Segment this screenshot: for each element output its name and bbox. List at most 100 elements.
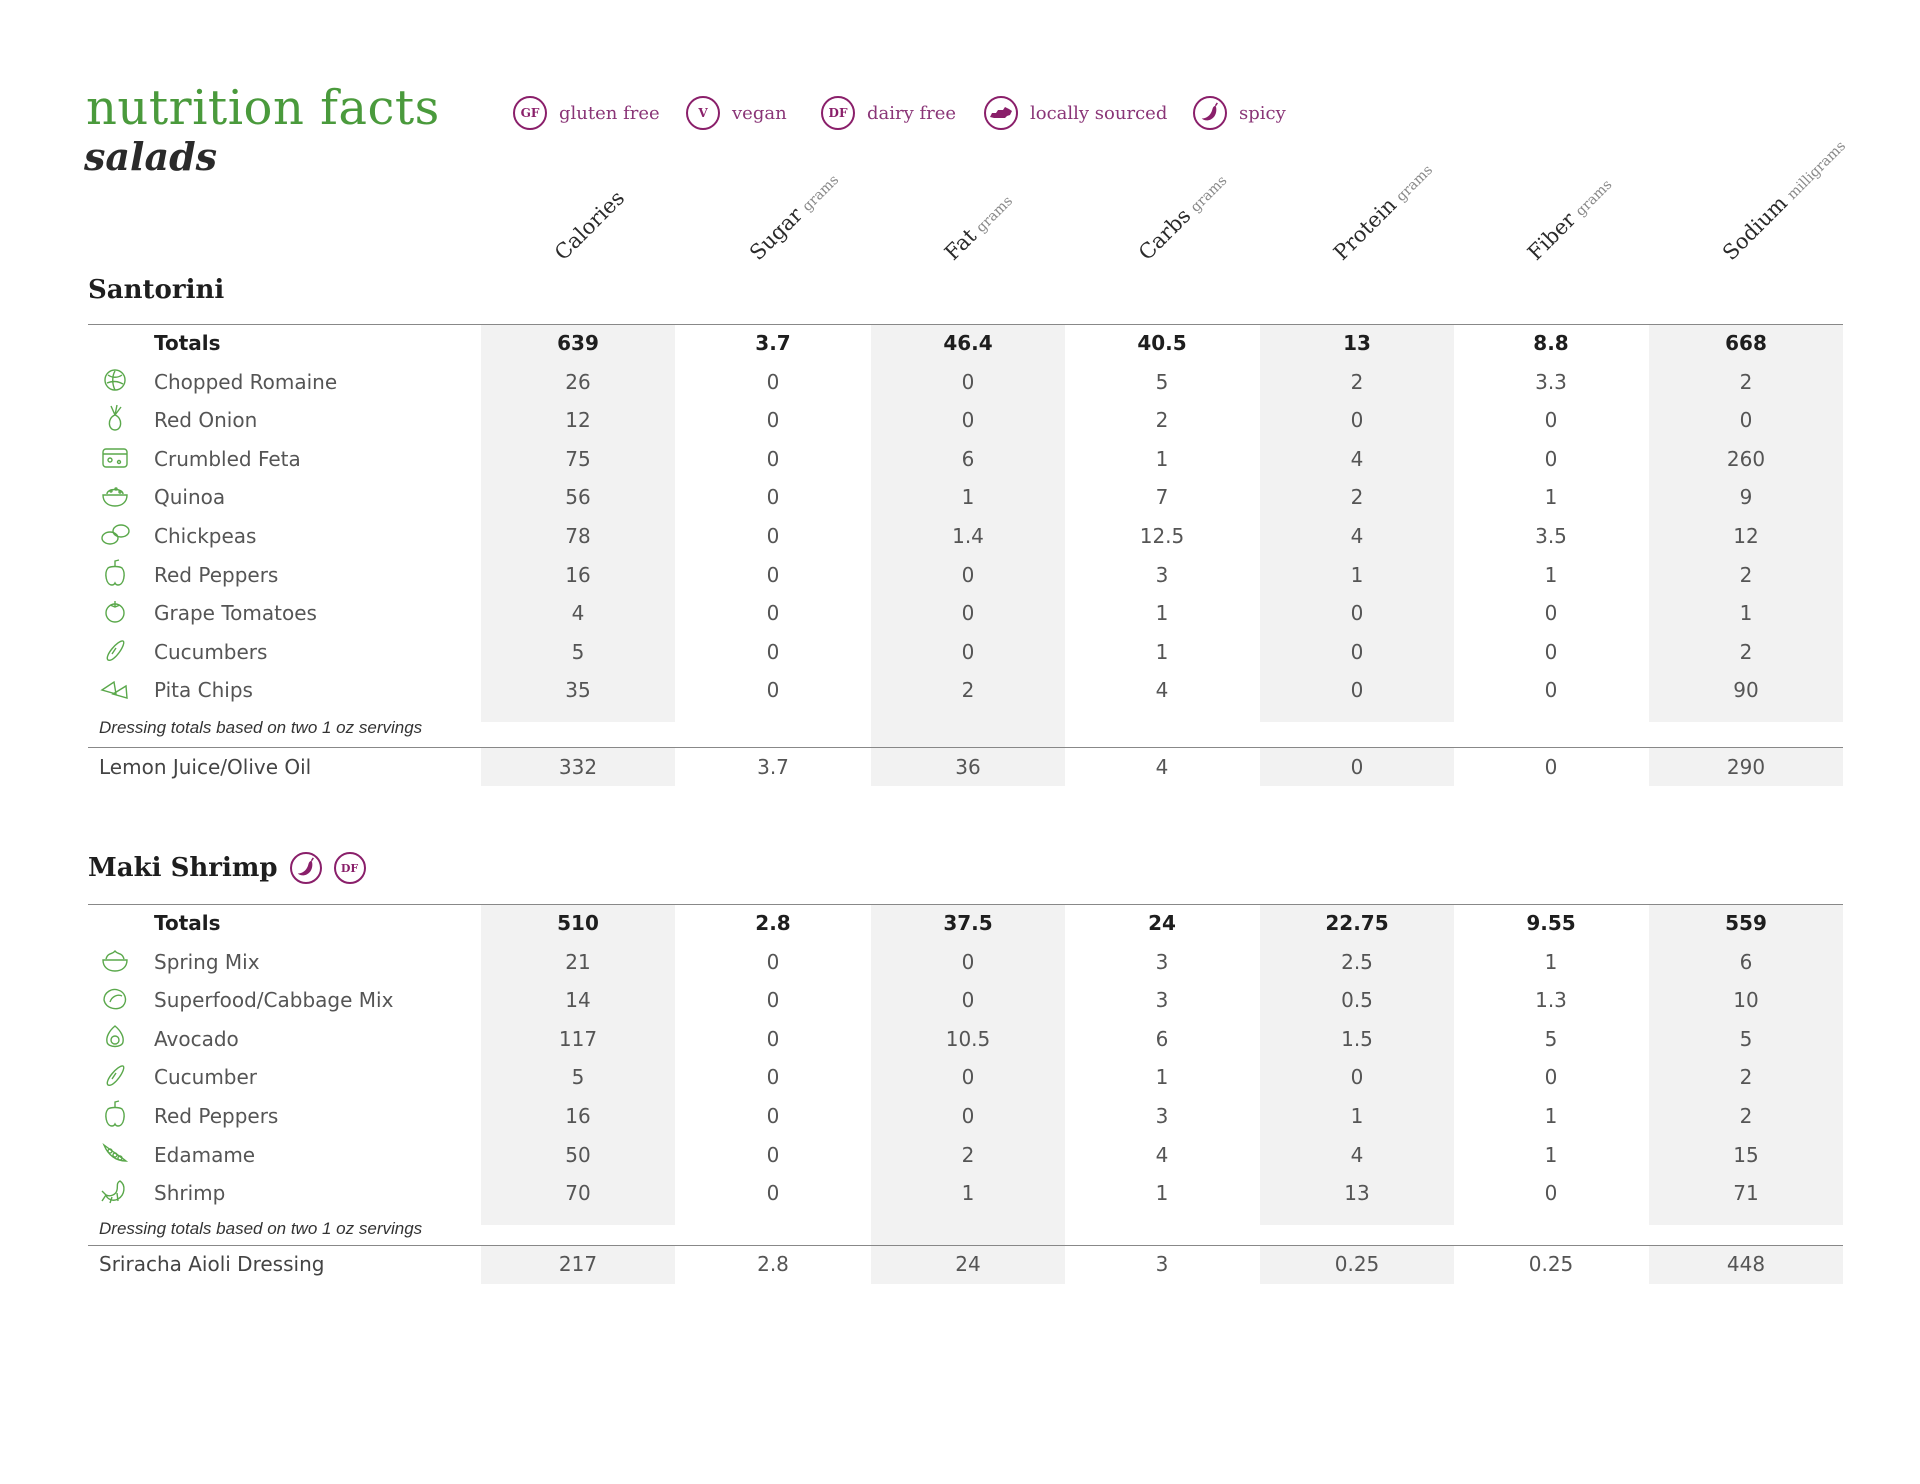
column-shade xyxy=(481,325,675,722)
dressing-cell: 36 xyxy=(955,755,981,779)
ingredient-cell: 0 xyxy=(1544,408,1558,433)
ingredient-cell: 3 xyxy=(1155,949,1169,974)
totals-cell: 510 xyxy=(557,911,599,935)
ingredient-cell: 4 xyxy=(1350,1142,1364,1167)
edamame-icon xyxy=(98,1139,132,1167)
legend-label: dairy free xyxy=(867,102,957,124)
cucumber-icon xyxy=(98,1061,132,1089)
column-name: Carbs xyxy=(1134,203,1196,265)
ingredient-cell: 4 xyxy=(1155,1142,1169,1167)
ingredient-name: Red Peppers xyxy=(154,1104,279,1128)
lettuce-icon xyxy=(98,366,132,394)
ingredient-name: Superfood/Cabbage Mix xyxy=(154,988,394,1013)
column-name: Fiber xyxy=(1523,207,1581,265)
ingredient-cell: 0 xyxy=(1350,678,1364,703)
ingredient-cell: 2 xyxy=(1739,1104,1753,1128)
dressing-column-shade xyxy=(1649,748,1843,786)
column-header-sugar: Sugar grams xyxy=(745,172,945,308)
ingredient-cell: 0 xyxy=(766,562,780,587)
ingredient-cell: 6 xyxy=(961,446,975,471)
ingredient-cell: 1 xyxy=(1544,485,1558,510)
ingredient-name: Red Onion xyxy=(154,408,258,433)
column-header-fat: Fat grams xyxy=(940,193,1140,308)
cucumber-icon xyxy=(98,636,132,664)
ingredient-name: Spring Mix xyxy=(154,949,260,974)
dressing-column-shade xyxy=(1260,1246,1454,1284)
ingredient-cell: 2 xyxy=(1739,1065,1753,1090)
ingredient-cell: 15 xyxy=(1733,1142,1759,1167)
ingredient-name: Cucumber xyxy=(154,1065,258,1090)
column-name: Protein xyxy=(1329,192,1402,265)
ingredient-cell: 117 xyxy=(558,1026,598,1051)
ingredient-cell: 1 xyxy=(1739,601,1753,626)
ingredient-cell: 71 xyxy=(1733,1181,1759,1206)
dressing-cell: 3 xyxy=(1155,1252,1169,1276)
column-shade xyxy=(871,905,1065,1245)
ingredient-cell: 3 xyxy=(1155,562,1169,587)
ingredient-cell: 1 xyxy=(961,485,975,510)
ingredient-cell: 75 xyxy=(565,446,591,471)
totals-cell: 9.55 xyxy=(1526,911,1576,935)
dressing-cell: 3.7 xyxy=(757,755,789,779)
ingredient-cell: 14 xyxy=(565,988,591,1013)
column-header-protein: Protein grams xyxy=(1329,162,1529,308)
chili-pepper-icon xyxy=(289,852,322,884)
ingredient-cell: 6 xyxy=(1155,1026,1169,1051)
ingredient-cell: 0 xyxy=(1544,639,1558,664)
ingredient-cell: 0 xyxy=(1350,1065,1364,1090)
ingredient-cell: 1.5 xyxy=(1341,1026,1373,1051)
totals-cell: 40.5 xyxy=(1137,331,1187,355)
ingredient-name: Shrimp xyxy=(154,1181,226,1206)
ingredient-name: Red Peppers xyxy=(154,562,279,587)
ingredient-cell: 2 xyxy=(1155,408,1169,433)
ingredient-cell: 56 xyxy=(565,485,591,510)
dressing-column-shade xyxy=(871,748,1065,786)
ingredient-cell: 0 xyxy=(961,639,975,664)
ingredient-cell: 1 xyxy=(1155,1181,1169,1206)
ingredient-cell: 0 xyxy=(766,639,780,664)
column-header-sodium: Sodium milligrams xyxy=(1718,138,1918,308)
totals-cell: 37.5 xyxy=(943,911,993,935)
column-shade xyxy=(481,905,675,1225)
totals-cell: 639 xyxy=(557,331,599,355)
ingredient-cell: 1 xyxy=(1350,1104,1364,1128)
pepper-icon xyxy=(98,558,132,587)
df-badge-icon: DF xyxy=(333,852,366,884)
column-unit: grams xyxy=(799,172,843,215)
ingredient-cell: 0 xyxy=(961,988,975,1013)
ingredient-cell: 0 xyxy=(766,485,780,510)
ingredient-cell: 2 xyxy=(1350,369,1364,394)
dressing-cell: 2.8 xyxy=(757,1252,789,1276)
legend-item: GF gluten free xyxy=(513,93,660,133)
ingredient-cell: 4 xyxy=(1155,678,1169,703)
dressing-column-shade xyxy=(481,1246,675,1284)
ingredient-cell: 1.4 xyxy=(952,524,984,548)
ingredient-cell: 1 xyxy=(1155,601,1169,626)
ingredient-cell: 0 xyxy=(1544,1065,1558,1090)
chili-pepper-icon xyxy=(1193,96,1227,130)
chickpea-icon xyxy=(98,520,132,548)
ingredient-cell: 3.3 xyxy=(1535,369,1567,394)
dressing-column-shade xyxy=(871,1246,1065,1284)
column-unit: grams xyxy=(1393,162,1437,205)
ingredient-cell: 2 xyxy=(1350,485,1364,510)
ingredient-cell: 0.5 xyxy=(1341,988,1373,1013)
salad-title: Maki Shrimp xyxy=(88,853,278,883)
grain-bowl-icon xyxy=(98,481,132,509)
column-name: Calories xyxy=(550,185,630,265)
ingredient-cell: 6 xyxy=(1739,949,1753,974)
ingredient-cell: 0 xyxy=(766,1026,780,1051)
dressing-cell: 0.25 xyxy=(1528,1252,1574,1276)
column-shade xyxy=(1649,325,1843,722)
column-unit: grams xyxy=(973,193,1017,236)
ingredient-cell: 2 xyxy=(1739,562,1753,587)
cabbage-icon xyxy=(98,984,132,1012)
ingredient-cell: 78 xyxy=(565,524,591,548)
column-unit: grams xyxy=(1187,172,1231,216)
ingredient-cell: 3 xyxy=(1155,988,1169,1013)
ingredient-cell: 4 xyxy=(1350,524,1364,548)
dressing-divider xyxy=(88,1245,1843,1246)
avocado-icon xyxy=(98,1023,132,1051)
salad-title: Santorini xyxy=(88,275,225,305)
